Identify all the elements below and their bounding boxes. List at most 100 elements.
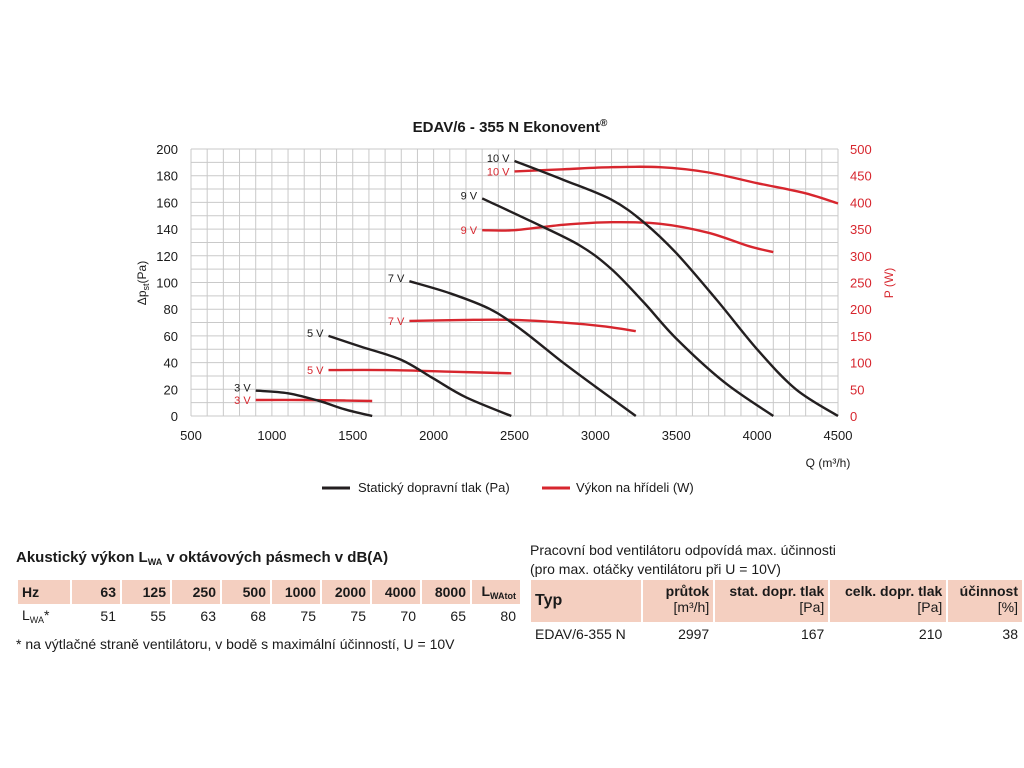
y-tick-label: 60 [164, 329, 178, 344]
acoustic-band-header: 500 [222, 580, 270, 604]
working-point-col-header: stat. dopr. tlak [Pa] [715, 580, 829, 622]
y2-tick-label: 200 [850, 302, 872, 317]
acoustic-value: 70 [400, 608, 416, 624]
x-tick-label: 500 [180, 428, 202, 443]
y2-tick-label: 450 [850, 169, 872, 184]
y2-tick-label: 400 [850, 195, 872, 210]
y-tick-label: 20 [164, 382, 178, 397]
fan-performance-chart: EDAV/6 - 355 N Ekonovent® 500 1000 1500 200… [135, 118, 896, 495]
power-curve [328, 368, 512, 375]
acoustic-band-header: 125 [122, 580, 170, 604]
legend-pressure-label: Statický dopravní tlak (Pa) [358, 480, 510, 495]
working-point-title: Pracovní bod ventilátoru odpovídá max. ú… [530, 541, 836, 579]
y2-tick-label: 250 [850, 276, 872, 291]
x-tick-label: 4500 [824, 428, 853, 443]
y-tick-label: 120 [156, 249, 178, 264]
legend-power-label: Výkon na hřídeli (W) [576, 480, 694, 495]
y-tick-label: 180 [156, 169, 178, 184]
y2-tick-label: 50 [850, 382, 864, 397]
power-curve [255, 398, 373, 403]
y-tick-label: 80 [164, 302, 178, 317]
y-tick-label: 160 [156, 195, 178, 210]
working-point-header-row: Typ průtok [m³/h] stat. dopr. tlak [Pa] ce… [531, 580, 1022, 622]
power-curve [409, 318, 636, 333]
y-axis-label: Δpst(Pa) [135, 261, 151, 305]
legend: Statický dopravní tlak (Pa) Výkon na hří… [322, 480, 694, 495]
power-series-label: 5 V [307, 365, 324, 377]
working-point-value: 2997 [678, 626, 710, 642]
pressure-series-label: 10 V [487, 153, 510, 165]
acoustic-title: Akustický výkon LWA v oktávových pásmech… [16, 549, 389, 567]
pressure-series-label: 5 V [307, 328, 324, 340]
x-tick-label: 2500 [500, 428, 529, 443]
pressure-series-label: 9 V [461, 190, 478, 202]
pressure-curve [328, 334, 512, 418]
acoustic-total-value: 80 [500, 608, 516, 624]
acoustic-value: 65 [450, 608, 466, 624]
y2-tick-label: 300 [850, 249, 872, 264]
working-point-type-header: Typ [531, 580, 641, 622]
power-series-label: 10 V [487, 166, 510, 178]
working-point-col-header: účinnost [%] [948, 580, 1022, 622]
power-curve [482, 220, 774, 254]
acoustic-band-header: 4000 [372, 580, 420, 604]
acoustic-value: 55 [150, 608, 166, 624]
acoustic-band-header: 250 [172, 580, 220, 604]
y2-tick-label: 500 [850, 142, 872, 157]
acoustic-value-row: LWA* 51 55 63 68 75 75 70 65 80 [18, 604, 520, 628]
y-tick-label: 40 [164, 356, 178, 371]
working-point-value: 38 [1002, 626, 1018, 642]
y2-axis-ticks: 0 50 100 150 200 250 300 350 400 450 500 [850, 142, 872, 424]
power-series-label: 9 V [461, 225, 478, 237]
acoustic-footnote: * na výtlačné straně ventilátoru, v bodě… [16, 636, 455, 652]
y2-tick-label: 100 [850, 356, 872, 371]
x-tick-label: 1000 [257, 428, 286, 443]
x-tick-label: 3000 [581, 428, 610, 443]
power-series: 3 V 5 V 7 V 9 V 10 V [234, 165, 839, 407]
y-tick-label: 100 [156, 276, 178, 291]
power-series-label: 7 V [388, 316, 405, 328]
acoustic-total-header: LWAtot [472, 580, 520, 604]
acoustic-row-label: LWA* [22, 607, 50, 625]
working-point-type: EDAV/6-355 N [535, 626, 626, 642]
pressure-series: 3 V 5 V 7 V 9 V 10 V [234, 153, 839, 418]
working-point-col-header: celk. dopr. tlak [Pa] [830, 580, 947, 622]
acoustic-header-row: Hz 63 125 250 500 1000 2000 4000 8000 LW… [18, 580, 520, 604]
x-tick-label: 3500 [662, 428, 691, 443]
acoustic-value: 68 [250, 608, 266, 624]
y2-axis-label: P (W) [882, 268, 896, 298]
pressure-series-label: 7 V [388, 273, 405, 285]
x-tick-label: 2000 [419, 428, 448, 443]
y-tick-label: 140 [156, 222, 178, 237]
working-point-table: Typ průtok [m³/h] stat. dopr. tlak [Pa] ce… [529, 580, 1024, 646]
pressure-curve [514, 159, 839, 418]
y2-tick-label: 0 [850, 409, 857, 424]
pressure-curve [481, 197, 774, 417]
y-axis-ticks: 0 20 40 60 80 100 120 140 160 180 200 [156, 142, 178, 424]
acoustic-band-header: 63 [72, 580, 120, 604]
x-axis-label: Q (m³/h) [806, 456, 851, 470]
grid [190, 148, 839, 417]
y2-tick-label: 350 [850, 222, 872, 237]
power-curve [514, 165, 839, 205]
y2-tick-label: 150 [850, 329, 872, 344]
acoustic-value: 75 [300, 608, 316, 624]
acoustic-value: 51 [100, 608, 116, 624]
x-axis-ticks: 500 1000 1500 2000 2500 3000 3500 4000 4500 [180, 428, 852, 443]
working-point-value: 210 [918, 626, 943, 642]
power-series-label: 3 V [234, 395, 251, 407]
working-point-value: 167 [800, 626, 825, 642]
acoustic-header-hz: Hz [18, 580, 70, 604]
acoustic-table: Hz 63 125 250 500 1000 2000 4000 8000 LW… [16, 580, 522, 628]
y-tick-label: 0 [171, 409, 178, 424]
pressure-series-label: 3 V [234, 383, 251, 395]
x-tick-label: 1500 [338, 428, 367, 443]
acoustic-band-header: 2000 [322, 580, 370, 604]
x-tick-label: 4000 [743, 428, 772, 443]
y-tick-label: 200 [156, 142, 178, 157]
working-point-col-header: průtok [m³/h] [643, 580, 714, 622]
acoustic-band-header: 1000 [272, 580, 320, 604]
acoustic-value: 75 [350, 608, 366, 624]
working-point-title-line1: Pracovní bod ventilátoru odpovídá max. ú… [530, 542, 836, 558]
chart-title: EDAV/6 - 355 N Ekonovent® [413, 118, 608, 136]
